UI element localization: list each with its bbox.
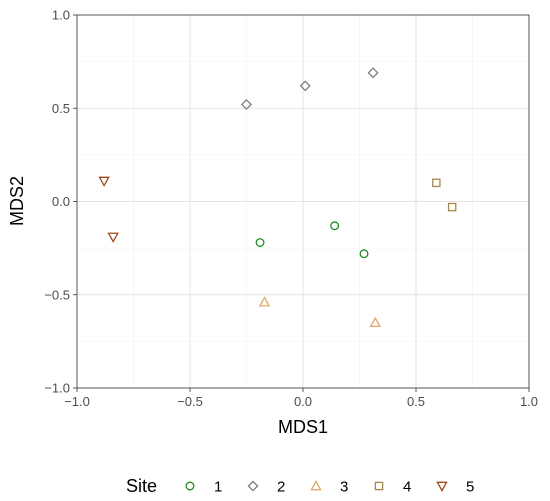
legend-key-site-2 xyxy=(247,480,259,492)
y-axis-title: MDS2 xyxy=(7,176,27,226)
legend-key-site-5 xyxy=(436,481,448,492)
legend-label-site-5: 5 xyxy=(466,479,474,496)
x-axis-title: MDS1 xyxy=(278,417,328,437)
point-site-3 xyxy=(369,316,382,328)
point-site-3 xyxy=(258,296,271,307)
legend-key-site-1 xyxy=(185,481,195,491)
legend-label-site-3: 3 xyxy=(340,479,348,496)
y-tick-label: −0.5 xyxy=(44,287,70,302)
point-site-1 xyxy=(359,249,369,259)
y-tick-label: 1.0 xyxy=(52,8,70,23)
point-site-5 xyxy=(98,176,110,187)
x-tick-label: 0.0 xyxy=(294,394,312,409)
y-tick-label: −1.0 xyxy=(44,381,70,396)
x-tick-label: 1.0 xyxy=(520,394,538,409)
legend-key-site-3 xyxy=(310,480,322,491)
legend-label-site-1: 1 xyxy=(214,479,222,496)
x-tick-label: 0.5 xyxy=(407,394,425,409)
point-site-4 xyxy=(447,202,457,212)
point-site-1 xyxy=(255,238,265,247)
point-site-2 xyxy=(240,99,253,111)
legend-key-site-4 xyxy=(374,481,384,491)
axis-ticks: −1.0 −0.5 0.0 0.5 1.0 −1.0 −0.5 0.0 0.5 1.0 xyxy=(44,8,538,410)
point-site-1 xyxy=(330,221,340,231)
legend-label-site-2: 2 xyxy=(277,479,285,496)
point-site-2 xyxy=(367,67,379,79)
legend: Site 1 2 3 4 5 xyxy=(126,476,474,496)
y-tick-label: 0.5 xyxy=(52,101,70,116)
data-points xyxy=(98,67,457,328)
legend-title: Site xyxy=(126,476,157,496)
point-site-4 xyxy=(432,178,441,188)
point-site-5 xyxy=(107,232,119,243)
y-tick-label: 0.0 xyxy=(52,194,70,209)
x-tick-label: −0.5 xyxy=(177,394,203,409)
point-site-2 xyxy=(299,80,311,92)
x-tick-label: −1.0 xyxy=(64,394,90,409)
legend-label-site-4: 4 xyxy=(403,479,411,496)
